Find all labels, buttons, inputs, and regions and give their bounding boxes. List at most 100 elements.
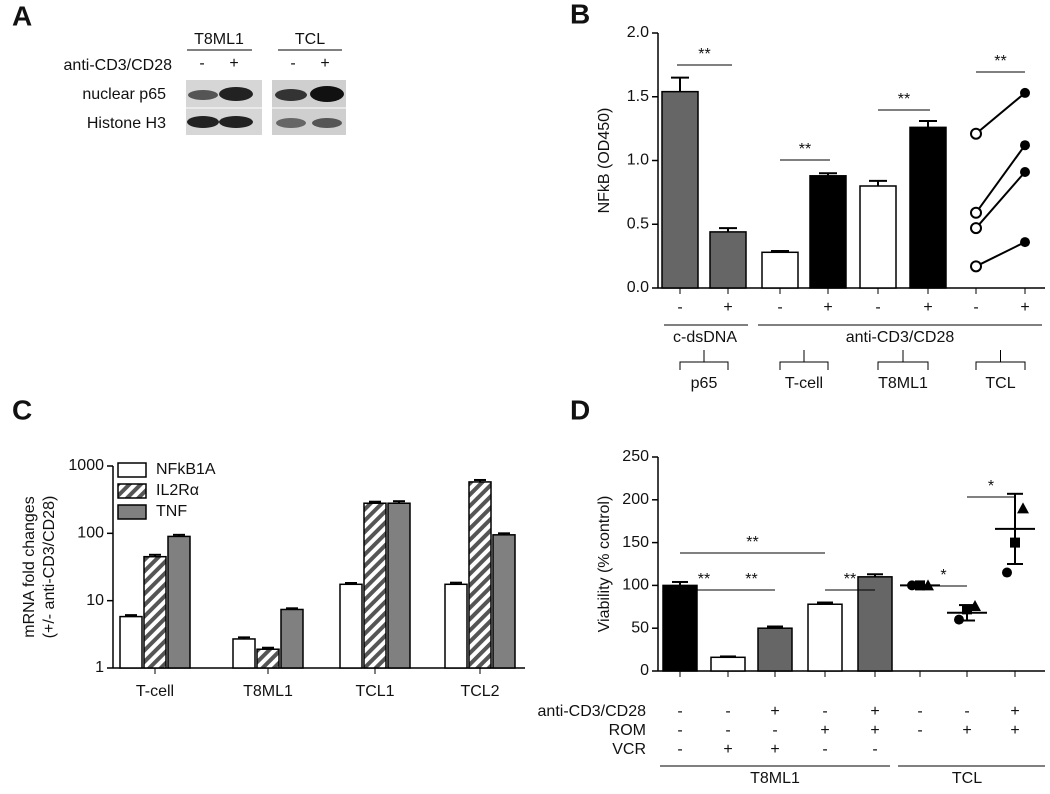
bar bbox=[757, 627, 793, 672]
condition-sign: + bbox=[870, 703, 879, 720]
significance: ** bbox=[994, 53, 1006, 70]
point-before bbox=[970, 206, 982, 219]
bar bbox=[444, 583, 468, 669]
sign: + bbox=[229, 55, 238, 72]
condition-sign: - bbox=[917, 722, 922, 739]
lane-group: T8ML1 bbox=[194, 31, 244, 48]
y-axis-label: Viability (% control) bbox=[596, 496, 613, 633]
y-tick-label: 250 bbox=[622, 448, 649, 465]
y-tick-label: 1 bbox=[95, 659, 104, 676]
condition-sign: - bbox=[725, 703, 730, 720]
y-tick-label: 150 bbox=[622, 534, 649, 551]
bar bbox=[468, 481, 492, 669]
bar bbox=[167, 535, 191, 669]
bar bbox=[661, 90, 699, 289]
bar bbox=[280, 608, 304, 669]
significance: * bbox=[988, 478, 994, 495]
y-tick-label: 100 bbox=[77, 525, 104, 542]
replicate-point bbox=[1002, 567, 1012, 578]
y-tick-label: 50 bbox=[631, 619, 649, 636]
significance: ** bbox=[844, 571, 856, 588]
y-tick-label: 100 bbox=[622, 577, 649, 594]
group-label: TCL bbox=[985, 375, 1015, 392]
condition-sign: + bbox=[770, 741, 779, 758]
band bbox=[219, 116, 253, 128]
y-tick-label: 10 bbox=[86, 592, 104, 609]
y-tick-label: 0.0 bbox=[627, 279, 649, 296]
column-sign: + bbox=[1020, 299, 1029, 316]
group-label: p65 bbox=[691, 375, 718, 392]
bar bbox=[143, 555, 167, 669]
column-sign: + bbox=[723, 299, 732, 316]
column-sign: - bbox=[777, 299, 782, 316]
group-label: T8ML1 bbox=[878, 375, 928, 392]
significance: * bbox=[940, 567, 946, 584]
pair-line bbox=[975, 92, 1026, 135]
panel-letter: D bbox=[570, 394, 590, 425]
legend-label: TNF bbox=[156, 503, 187, 520]
condition-sign: + bbox=[962, 722, 971, 739]
bar bbox=[662, 584, 698, 672]
legend-label: NFkB1A bbox=[156, 461, 216, 478]
condition-label: anti-CD3/CD28 bbox=[538, 703, 647, 720]
y-tick-label: 1000 bbox=[68, 457, 104, 474]
point-after bbox=[1020, 166, 1030, 177]
pair-line bbox=[975, 171, 1026, 229]
row-label: Histone H3 bbox=[87, 115, 166, 132]
row-label: nuclear p65 bbox=[82, 86, 166, 103]
panel-letter: C bbox=[12, 394, 32, 425]
column-sign: + bbox=[923, 299, 932, 316]
pair-line bbox=[975, 144, 1026, 214]
y-tick-label: 0.5 bbox=[627, 215, 649, 232]
y-tick-label: 0 bbox=[640, 662, 649, 679]
bar bbox=[709, 231, 747, 289]
band bbox=[276, 118, 306, 128]
column-sign: - bbox=[973, 299, 978, 316]
group-label: T8ML1 bbox=[750, 770, 800, 787]
sign: + bbox=[320, 55, 329, 72]
condition-sign: + bbox=[1010, 703, 1019, 720]
bar bbox=[363, 502, 387, 669]
treatment: anti-CD3/CD28 bbox=[64, 57, 173, 74]
bar bbox=[387, 502, 411, 669]
sign: - bbox=[290, 55, 295, 72]
band bbox=[187, 116, 219, 128]
replicate-point bbox=[1017, 502, 1029, 514]
bar bbox=[339, 583, 363, 669]
bracket bbox=[975, 350, 1026, 370]
panel-letter: B bbox=[570, 0, 590, 29]
bar bbox=[761, 251, 799, 289]
condition-sign: - bbox=[677, 703, 682, 720]
x-tick-label: T8ML1 bbox=[243, 683, 293, 700]
bar bbox=[232, 638, 256, 669]
significance: ** bbox=[745, 571, 757, 588]
bar bbox=[859, 185, 897, 289]
x-tick-label: TCL2 bbox=[460, 683, 499, 700]
point-after bbox=[1020, 140, 1030, 151]
condition-sign: - bbox=[872, 741, 877, 758]
legend-swatch bbox=[117, 483, 147, 499]
column-sign: + bbox=[823, 299, 832, 316]
condition-label: ROM bbox=[609, 722, 646, 739]
y-tick-label: 1.5 bbox=[627, 88, 649, 105]
bar bbox=[857, 576, 893, 672]
band bbox=[310, 86, 344, 102]
band bbox=[219, 87, 253, 101]
x-tick-label: T-cell bbox=[136, 683, 174, 700]
y-tick-label: 1.0 bbox=[627, 152, 649, 169]
bar bbox=[119, 615, 143, 669]
group-label: TCL bbox=[952, 770, 982, 787]
condition-sign: + bbox=[1010, 722, 1019, 739]
legend-label: IL2Rα bbox=[156, 482, 199, 499]
condition-label: VCR bbox=[612, 741, 646, 758]
column-sign: - bbox=[875, 299, 880, 316]
lane-group: TCL bbox=[295, 31, 325, 48]
bracket bbox=[877, 350, 929, 370]
legend-swatch bbox=[117, 504, 147, 520]
condition-sign: - bbox=[822, 741, 827, 758]
point-before bbox=[970, 127, 982, 140]
panel-a: A T8ML1 TCL anti-CD3/CD28 - + - + nuclea… bbox=[12, 0, 346, 135]
bar bbox=[492, 534, 516, 669]
condition-sign: + bbox=[770, 703, 779, 720]
legend-swatch bbox=[117, 462, 147, 478]
